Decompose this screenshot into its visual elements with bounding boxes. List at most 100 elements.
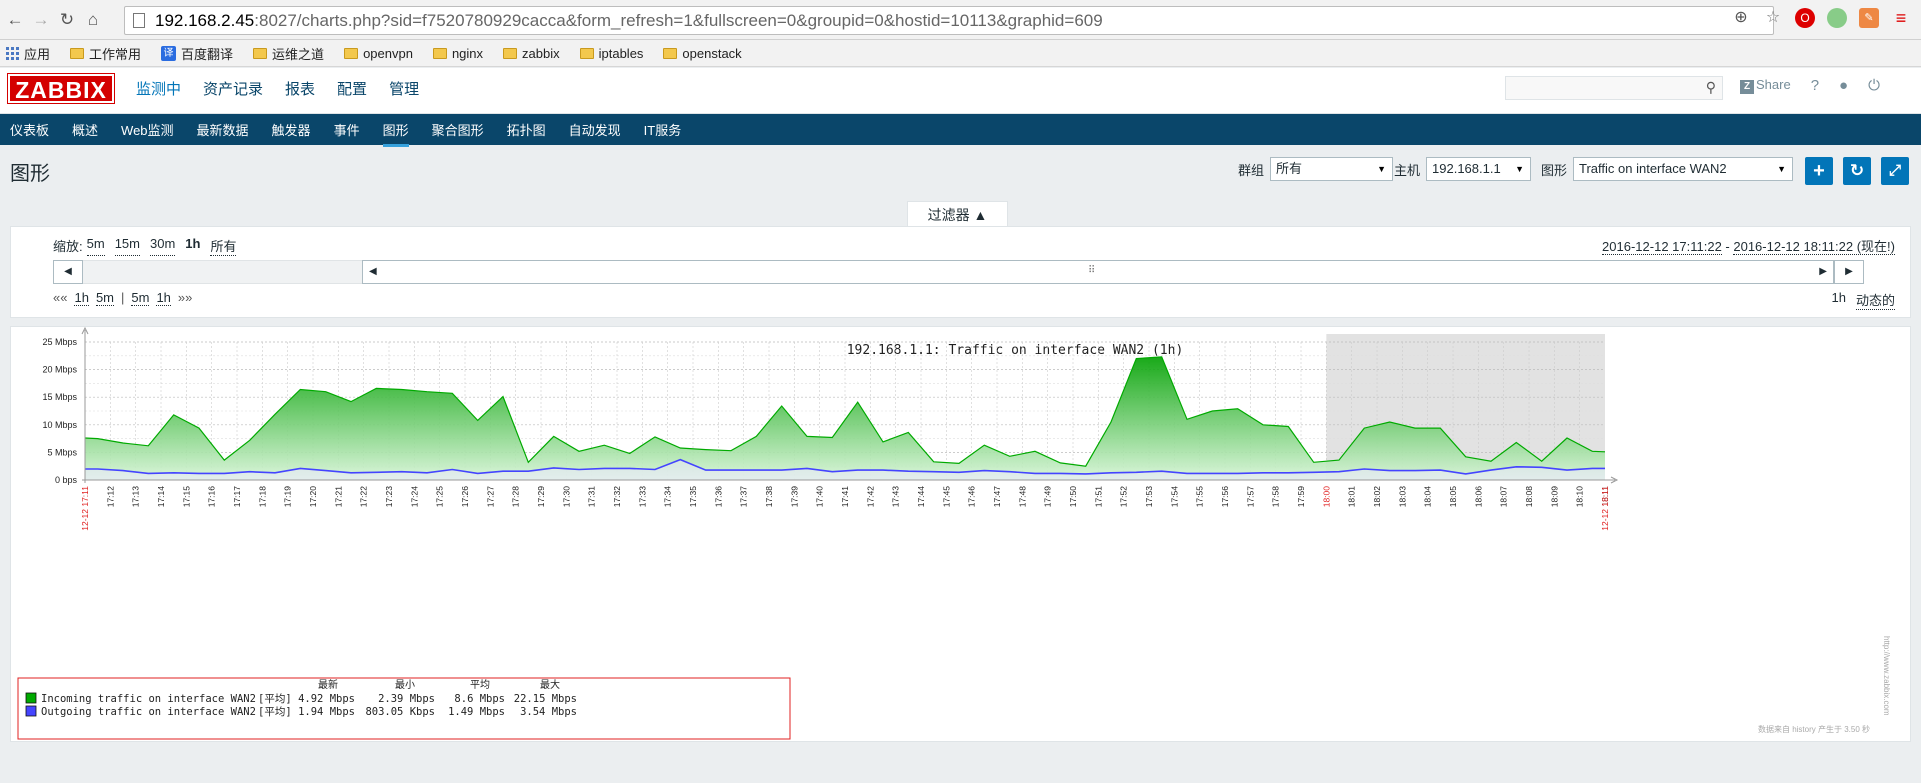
forward-arrow-icon[interactable]: → [32, 10, 50, 29]
chevron-down-icon: ▼ [1515, 164, 1525, 174]
bookmark-work[interactable]: 工作常用 [70, 44, 141, 63]
x-tick-label: 18:10 [1575, 486, 1585, 508]
x-tick-label: 17:47 [992, 486, 1002, 508]
range-to[interactable]: 2016-12-12 18:11:22 (现在!) [1733, 239, 1895, 255]
add-to-favorites-button[interactable]: + [1805, 157, 1833, 185]
menu-icon[interactable]: ≡ [1895, 8, 1907, 28]
zoom-icon[interactable]: ⊕ [1734, 9, 1748, 26]
bookmark-nginx[interactable]: nginx [432, 46, 483, 61]
nav-fwd-5m[interactable]: 5m [131, 290, 150, 306]
nav-separator: | [121, 290, 125, 305]
drag-grip-icon[interactable]: ⠿ [1088, 265, 1096, 276]
bookmark-apps[interactable]: 应用 [6, 44, 50, 63]
x-tick-label: 17:21 [333, 486, 343, 508]
x-tick-label: 17:44 [916, 486, 926, 508]
bookmark-baidu-translate[interactable]: 译百度翻译 [161, 44, 233, 63]
nav-back-1h[interactable]: 1h [74, 290, 89, 306]
group-select[interactable]: 所有 ▼ [1270, 157, 1394, 181]
folder-icon [663, 47, 678, 59]
filter-toggle-tab[interactable]: 过滤器 ▲ [907, 201, 1008, 227]
share-button[interactable]: Z Share [1740, 77, 1791, 94]
subnav-screens[interactable]: 聚合图形 [431, 123, 484, 138]
y-axis-arrow-icon [81, 326, 89, 335]
legend-function: [平均] [258, 706, 292, 718]
opera-extension-icon[interactable]: O [1795, 8, 1815, 28]
menu-monitoring[interactable]: 监测中 [136, 81, 182, 98]
edit-extension-icon[interactable]: ✎ [1859, 8, 1879, 28]
menu-reports[interactable]: 报表 [285, 81, 316, 98]
x-tick-label: 18:06 [1473, 486, 1483, 508]
subnav-it-services[interactable]: IT服务 [643, 123, 682, 138]
menu-configuration[interactable]: 配置 [337, 81, 368, 98]
x-tick-label: 17:17 [232, 486, 242, 508]
subnav-graphs[interactable]: 图形 [382, 120, 409, 147]
zoom-30m[interactable]: 30m [149, 236, 176, 256]
search-icon[interactable]: ⚲ [1705, 79, 1716, 95]
green-extension-icon[interactable] [1827, 8, 1847, 28]
subnav-overview[interactable]: 概述 [72, 123, 99, 138]
bookmark-iptables[interactable]: iptables [579, 46, 643, 61]
thumb-left-arrow-icon[interactable]: ◀ [369, 266, 377, 277]
subnav-dashboard[interactable]: 仪表板 [10, 123, 50, 138]
scroll-left-button[interactable]: ◀ [53, 260, 83, 284]
zabbix-logo[interactable]: ZABBIX [7, 73, 115, 104]
x-tick-label: 17:19 [283, 486, 293, 508]
bookmark-zabbix[interactable]: zabbix [503, 46, 560, 61]
subnav-maps[interactable]: 拓扑图 [506, 123, 546, 138]
nav-fwd-1h[interactable]: 1h [156, 290, 171, 306]
zoom-label: 缩放: [53, 239, 83, 254]
subnav-triggers[interactable]: 触发器 [271, 123, 311, 138]
subnav-latest-data[interactable]: 最新数据 [196, 123, 249, 138]
period-value: 1h [1831, 290, 1846, 305]
legend-header: 最新 [318, 678, 338, 691]
nav-back[interactable]: «« [53, 290, 68, 305]
refresh-icon[interactable]: ↻ [1843, 157, 1871, 185]
host-select[interactable]: 192.168.1.1 ▼ [1426, 157, 1532, 181]
x-tick-label: 17:51 [1093, 486, 1103, 508]
bookmark-openstack[interactable]: openstack [663, 46, 742, 61]
star-icon[interactable]: ☆ [1765, 9, 1781, 26]
zoom-5m[interactable]: 5m [86, 236, 105, 256]
range-from[interactable]: 2016-12-12 17:11:22 [1602, 239, 1722, 255]
zoom-1h[interactable]: 1h [185, 236, 201, 251]
scroll-right-button[interactable]: ▶ [1834, 260, 1864, 284]
thumb-right-arrow-icon[interactable]: ▶ [1819, 266, 1827, 277]
bookmark-ops[interactable]: 运维之道 [253, 44, 324, 63]
x-tick-label: 17:30 [561, 486, 571, 508]
fullscreen-icon[interactable]: ⤢ [1881, 157, 1909, 185]
search-input[interactable]: ⚲ [1505, 76, 1723, 100]
x-tick-label: 17:54 [1169, 486, 1179, 508]
host-filter: 主机 192.168.1.1 ▼ [1394, 157, 1532, 181]
sub-navigation: 仪表板 概述 Web监测 最新数据 触发器 事件 图形 聚合图形 拓扑图 自动发… [0, 114, 1921, 147]
user-profile-icon[interactable]: ● [1839, 77, 1849, 94]
back-arrow-icon[interactable]: ← [6, 10, 24, 29]
subnav-web[interactable]: Web监测 [121, 123, 174, 138]
mode-toggle[interactable]: 动态的 [1855, 290, 1895, 310]
nav-back-5m[interactable]: 5m [95, 290, 114, 306]
logout-icon[interactable]: ⏻ [1868, 77, 1880, 94]
x-tick-label: 17:48 [1017, 486, 1027, 508]
menu-inventory[interactable]: 资产记录 [203, 81, 264, 98]
graph-select[interactable]: Traffic on interface WAN2 ▼ [1573, 157, 1794, 181]
menu-administration[interactable]: 管理 [389, 81, 420, 98]
timeline-scrollbar[interactable]: ◀ ⠿ ▶ [362, 260, 1834, 284]
bookmark-openvpn[interactable]: openvpn [344, 46, 413, 61]
home-icon[interactable]: ⌂ [87, 10, 99, 29]
x-tick-label: 18:03 [1397, 486, 1407, 508]
address-bar[interactable]: 192.168.2.45:8027/charts.php?sid=f752078… [124, 6, 1774, 35]
nav-forward[interactable]: »» [177, 290, 193, 305]
zoom-all[interactable]: 所有 [210, 236, 237, 256]
reload-icon[interactable]: ↻ [59, 10, 75, 29]
x-tick-label: 18:09 [1549, 486, 1559, 508]
date-range: 2016-12-12 17:11:22 - 2016-12-12 18:11:2… [1602, 239, 1895, 255]
y-tick-label: 15 Mbps [42, 392, 77, 402]
legend-header: 平均 [470, 679, 490, 691]
zoom-15m[interactable]: 15m [114, 236, 140, 256]
subnav-discovery[interactable]: 自动发现 [568, 123, 621, 138]
legend-header: 最小 [395, 679, 415, 691]
x-axis-arrow-icon [1610, 476, 1619, 484]
subnav-events[interactable]: 事件 [333, 123, 360, 138]
folder-icon [70, 47, 85, 59]
help-button[interactable]: ? [1810, 77, 1820, 94]
x-tick-label: 17:25 [435, 486, 445, 508]
